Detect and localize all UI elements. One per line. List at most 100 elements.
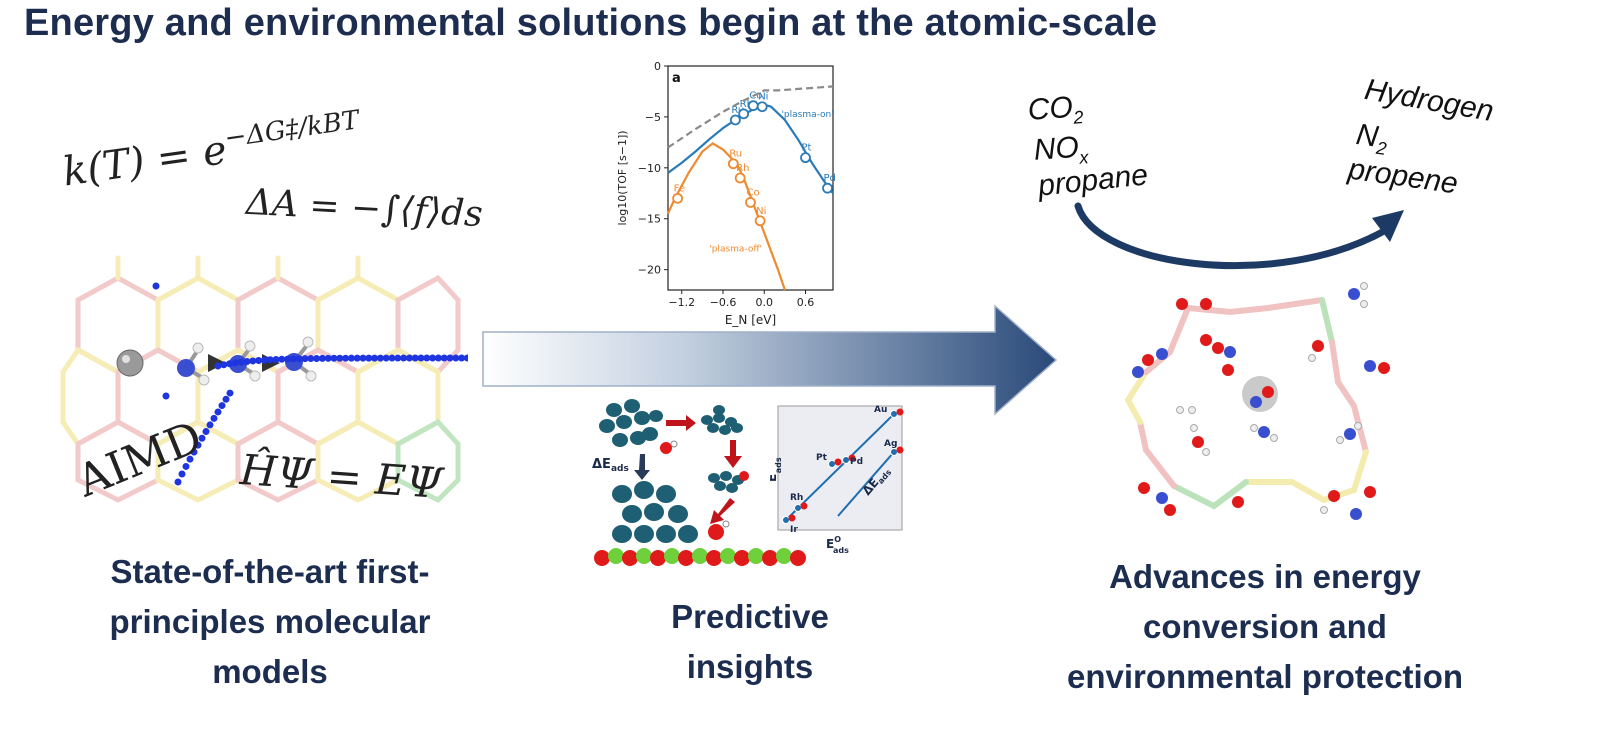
profile-point [342, 354, 350, 362]
profile-point [458, 354, 466, 362]
point-label: Pd [824, 173, 836, 184]
point-label: Pt [802, 143, 812, 154]
middle-caption: Predictive insights [671, 598, 829, 685]
process-arrow [710, 498, 735, 524]
data-point [738, 108, 750, 120]
point-label: Rh [740, 99, 753, 110]
point-label: Co [749, 91, 762, 102]
scaling-point-label: Au [874, 405, 887, 415]
y-tick-label: −15 [638, 213, 661, 226]
point-label: Ni [756, 206, 766, 217]
progress-arrow [482, 304, 1058, 416]
profile-point [182, 462, 190, 470]
profile-point [336, 354, 344, 362]
x-tick-label: 0.6 [797, 296, 815, 309]
ammonia-molecule [177, 342, 210, 386]
data-point [754, 215, 766, 227]
volcano-plot: RuRhCoNiPtPdFeRuRhCoNi'plasma-on''plasma… [616, 60, 836, 327]
product-propene: propene [1346, 152, 1460, 201]
profile-point [222, 395, 230, 403]
point-label: Rh [736, 163, 749, 174]
profile-point [237, 358, 245, 366]
profile-point [301, 355, 309, 363]
profile-point [289, 355, 297, 363]
profile-point [260, 356, 268, 364]
right-caption: Advances in energy conversion and enviro… [1066, 558, 1464, 695]
profile-point [218, 402, 226, 410]
data-point [727, 158, 739, 170]
reactant-co2: CO2 [1026, 90, 1085, 128]
profile-point [255, 356, 263, 364]
profile-point [249, 357, 257, 365]
profile-point [272, 356, 280, 364]
profile-point [243, 357, 251, 365]
profile-point [382, 354, 390, 362]
scaling-y-axis-label: EOHads [770, 457, 783, 482]
scaling-point [896, 446, 904, 454]
framework-ring [60, 346, 121, 448]
scaling-point-label: Ag [884, 439, 897, 449]
data-point [745, 197, 756, 208]
profile-point [162, 392, 170, 400]
x-tick-label: −0.6 [710, 296, 737, 309]
profile-point [359, 354, 367, 362]
profile-point [198, 434, 206, 442]
x-tick-label: −1.2 [668, 296, 695, 309]
data-point [729, 114, 741, 126]
conversion-arrow [1074, 202, 1404, 270]
scaling-point [788, 514, 796, 522]
scaling-point [828, 460, 836, 468]
point-label: Ru [731, 105, 744, 116]
scaling-point [834, 458, 842, 466]
gas-molecules [1132, 282, 1390, 520]
data-point [756, 101, 768, 113]
profile-point [307, 355, 315, 363]
x-tick-label: 0.0 [756, 296, 774, 309]
profile-point [400, 354, 408, 362]
profile-point [266, 356, 274, 364]
profile-point [206, 421, 214, 429]
profile-point [388, 354, 396, 362]
profile-point [330, 354, 338, 362]
y-tick-label: −5 [645, 111, 661, 124]
profile-point [440, 354, 448, 362]
data-point [672, 192, 684, 204]
profile-point [174, 478, 182, 486]
adsorbate-atom [660, 442, 672, 454]
scaling-point-label: Rh [790, 493, 803, 503]
profile-point [214, 362, 222, 370]
y-tick-label: −10 [638, 162, 661, 175]
profile-point [411, 354, 419, 362]
data-point [734, 172, 746, 184]
zeolite-cage-figure [1124, 282, 1390, 520]
point-label: Ru [729, 149, 742, 160]
point-label: Fe [674, 183, 685, 194]
adsorbate-atom [739, 471, 749, 481]
catalyst-schematic: ΔEads [592, 399, 806, 566]
y-tick-label: −20 [638, 264, 661, 277]
profile-point [463, 354, 468, 362]
data-point [800, 152, 811, 164]
profile-point [376, 354, 384, 362]
point-label: Ni [758, 92, 768, 103]
point-label: Co [747, 187, 760, 198]
profile-point [452, 354, 460, 362]
profile-point [214, 408, 222, 416]
scaling-point [848, 454, 856, 462]
profile-point [226, 389, 234, 397]
data-point [747, 100, 759, 112]
profile-point [186, 455, 194, 463]
x-axis-label: E_N [eV] [725, 313, 776, 327]
scaling-point [896, 408, 904, 416]
scaling-point [800, 502, 808, 510]
profile-point [318, 354, 326, 362]
profile-point [231, 359, 239, 367]
scaling-point [890, 448, 898, 456]
free-energy-profile-points [152, 282, 468, 486]
adsorbate-atom [708, 524, 724, 540]
scaling-point-label: Pd [850, 457, 863, 467]
profile-point [353, 354, 361, 362]
profile-point [278, 355, 286, 363]
profile-point [202, 428, 210, 436]
zeolite-framework-figure [60, 255, 468, 504]
